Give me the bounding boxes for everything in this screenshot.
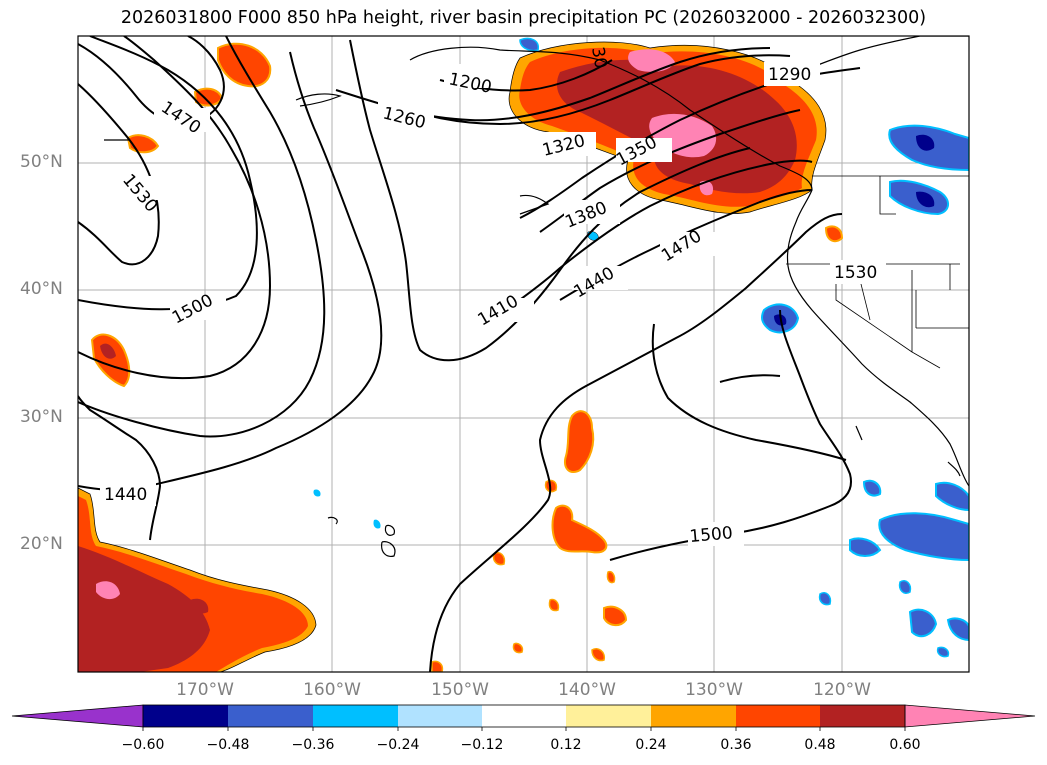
colorbar-frame [142,704,906,728]
colorbar-ticks [142,727,906,731]
colorbar-segment-pos-low [566,705,651,727]
colorbar-segment-neutral [482,705,566,727]
colorbar-label-neg-0-60: −0.60 [121,737,165,753]
lat-label-40n: 40°N [20,279,63,299]
contour-label-1530-east: 1530 [834,263,877,283]
colorbar-segment-neg-low [398,705,482,727]
positive-precip-region-southwest [78,487,317,672]
colorbar-segment-neg-mid [313,705,398,727]
lat-label-20n: 20°N [20,534,63,554]
coastlines [104,36,969,557]
colorbar-label-neg-0-48: −0.48 [206,737,250,753]
contour-label-1500-south: 1500 [689,523,734,547]
lon-label-160w: 160°W [303,680,361,700]
colorbar-segment-neg-max [143,705,228,727]
colorbar-segment-neg-high [228,705,313,727]
colorbar [11,704,1036,731]
lon-label-130w: 130°W [685,680,743,700]
lon-label-120w: 120°W [813,680,871,700]
colorbar-segment-pos-high [736,705,820,727]
colorbar-label-0-12: 0.12 [550,737,582,753]
colorbar-extend-low [11,704,144,728]
lat-label-50n: 50°N [20,152,63,172]
colorbar-label-neg-0-24: −0.24 [376,737,420,753]
contour-label-1290: 1290 [768,65,811,85]
lat-label-30n: 30°N [20,407,63,427]
positive-precip-region-alaska [90,42,844,388]
contour-label-backgrounds [100,62,886,546]
lon-label-170w: 170°W [176,680,234,700]
colorbar-segment-pos-higher [820,705,905,727]
colorbar-label-neg-0-36: −0.36 [291,737,335,753]
colorbar-label-0-60: 0.60 [889,737,921,753]
lon-label-140w: 140°W [558,680,616,700]
map-title: 2026031800 F000 850 hPa height, river ba… [120,8,927,28]
colorbar-segment-pos-mid [651,705,736,727]
plot-frame [77,35,970,673]
colorbar-label-0-48: 0.48 [804,737,836,753]
contour-label-1440-southwest: 1440 [104,485,147,505]
colorbar-label-neg-0-12: −0.12 [460,737,504,753]
lon-label-150w: 150°W [431,680,489,700]
positive-precip-region-northwest [508,41,827,214]
colorbar-label-0-24: 0.24 [635,737,667,753]
colorbar-extend-high [904,704,1036,728]
plot-background [78,36,969,672]
positive-precip-region-central [431,410,628,672]
contour-label-30-fragment: 30 [587,45,610,70]
colorbar-label-0-36: 0.36 [720,737,752,753]
gridlines [78,36,969,672]
